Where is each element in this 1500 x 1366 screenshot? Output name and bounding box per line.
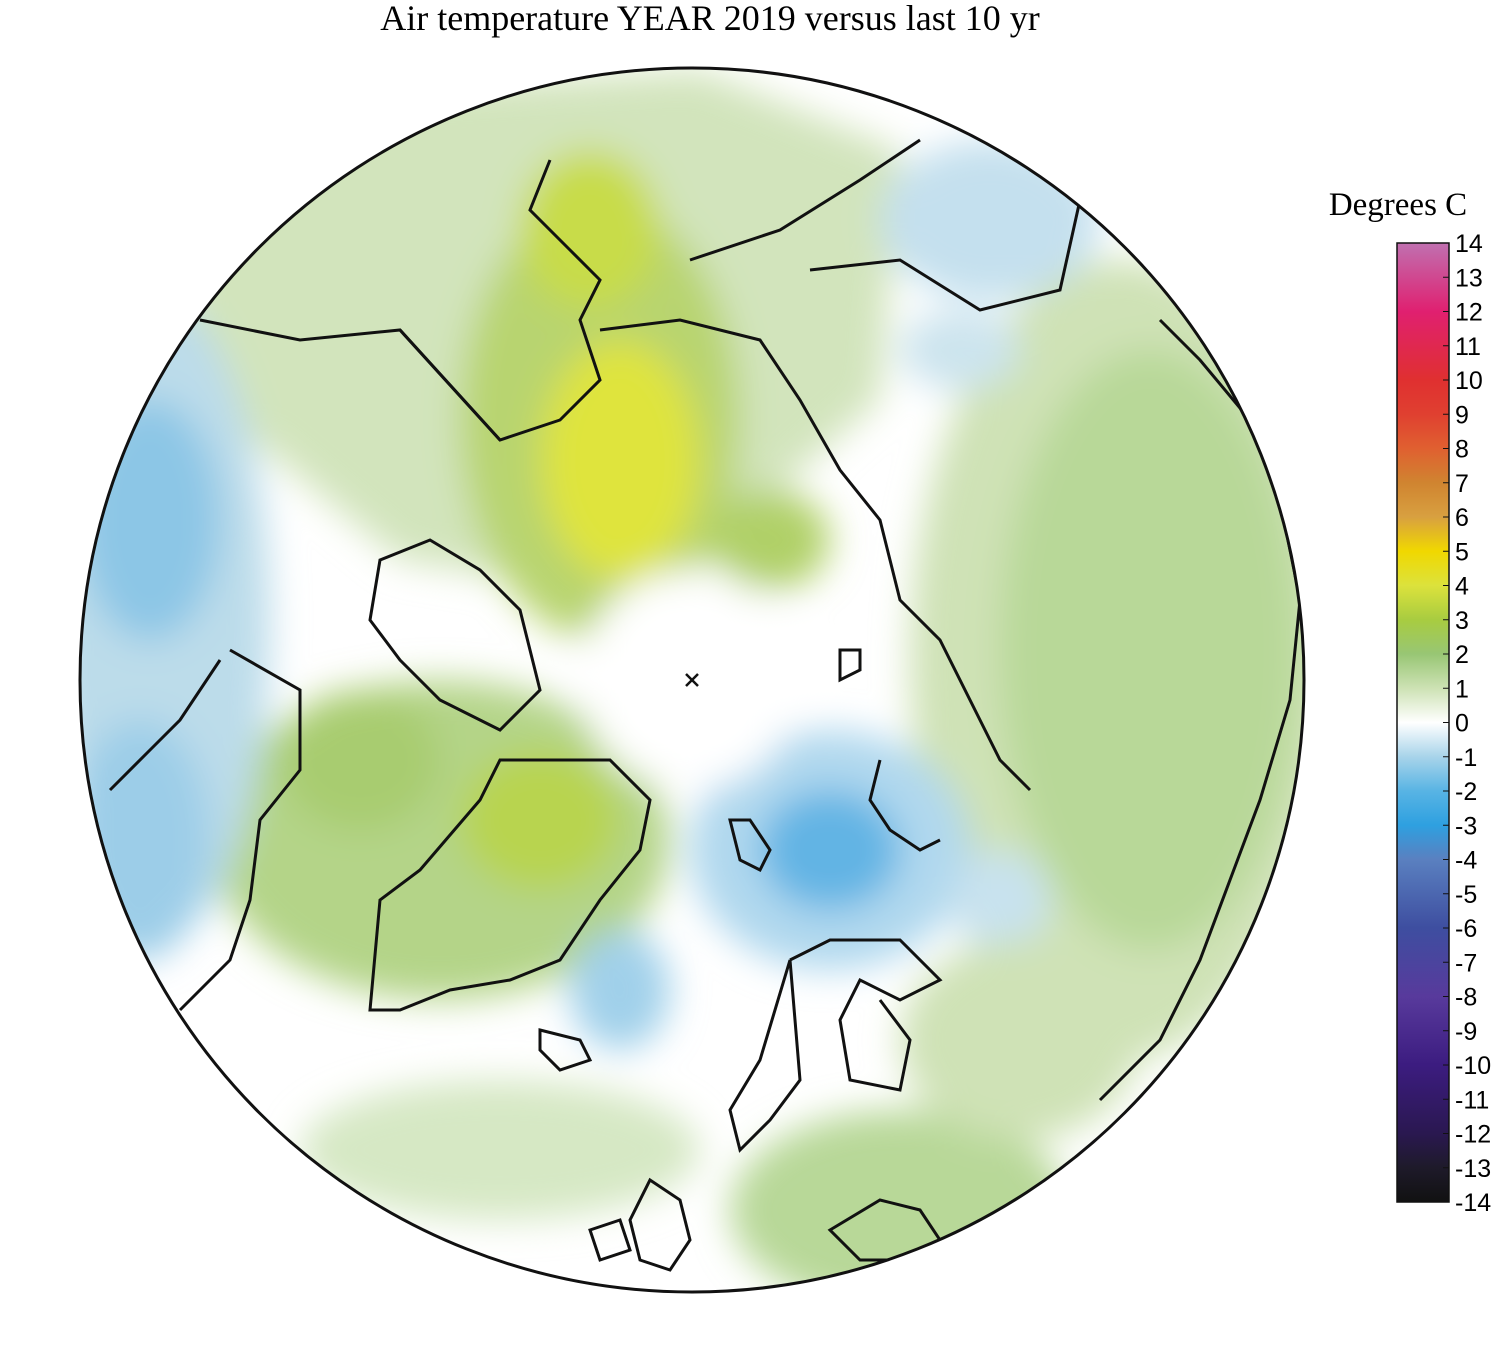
colorbar-tick-label: 14	[1455, 230, 1483, 258]
title: Air temperature YEAR 2019 versus last 10…	[380, 0, 1040, 38]
colorbar-tick-label: 5	[1455, 538, 1469, 566]
colorbar-tick-label: -4	[1455, 847, 1477, 875]
colorbar-tick-label: 3	[1455, 607, 1469, 635]
colorbar-tick-label: 13	[1455, 264, 1483, 292]
colorbar-tick-label: -5	[1455, 881, 1477, 909]
colorbar-tick-label: -6	[1455, 915, 1477, 943]
colorbar-tick-label: 8	[1455, 436, 1469, 464]
colorbar-tick-label: 10	[1455, 367, 1483, 395]
colorbar-tick-label: -9	[1455, 1018, 1477, 1046]
colorbar-tick-label: -8	[1455, 984, 1477, 1012]
colorbar-tick-label: 6	[1455, 504, 1469, 532]
colorbar-ramp	[1396, 242, 1450, 1203]
temperature-field	[80, 68, 1304, 1292]
colorbar-tick-label: -13	[1455, 1155, 1491, 1183]
colorbar-tick-label: 12	[1455, 299, 1483, 327]
colorbar-tick-label: -12	[1455, 1121, 1491, 1149]
coastlines	[108, 138, 1302, 1272]
colorbar-tick-label: -10	[1455, 1052, 1491, 1080]
colorbar-tick-label: -11	[1455, 1086, 1489, 1114]
colorbar-tick-label: 1	[1455, 675, 1469, 703]
colorbar-tick-label: -2	[1455, 778, 1477, 806]
colorbar-tick-label: 9	[1455, 401, 1469, 429]
colorbar-tick-label: 0	[1455, 710, 1469, 738]
map-border	[78, 66, 1306, 1294]
colorbar-tick-label: 2	[1455, 641, 1469, 669]
colorbar-tick-label: -7	[1455, 949, 1477, 977]
north-pole-marker	[685, 673, 699, 687]
colorbar-tick-label: -3	[1455, 812, 1477, 840]
colorbar-tick-label: -14	[1455, 1189, 1491, 1217]
colorbar-label: Degrees C	[1329, 187, 1467, 223]
colorbar: 14131211109876543210-1-2-3-4-5-6-7-8-9-1…	[1396, 230, 1491, 1217]
colorbar-tick-label: 4	[1455, 573, 1469, 601]
colorbar-tick-label: 11	[1455, 333, 1481, 361]
colorbar-tick-label: -1	[1455, 744, 1477, 772]
colorbar-tick-label: 7	[1455, 470, 1469, 498]
